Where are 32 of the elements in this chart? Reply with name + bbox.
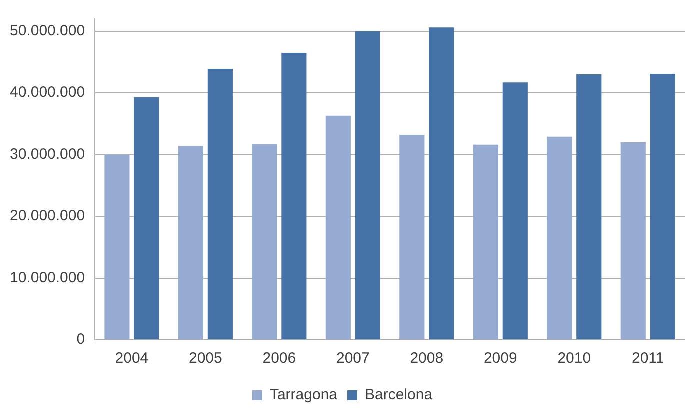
bar xyxy=(473,144,498,340)
y-tick-label: 40.000.000 xyxy=(10,84,86,102)
bar xyxy=(620,142,646,340)
bar xyxy=(355,31,380,340)
x-tick-label: 2007 xyxy=(336,350,370,368)
x-tick-label: 2010 xyxy=(558,350,592,368)
bar xyxy=(400,135,425,340)
legend-label: Barcelona xyxy=(365,386,434,404)
bar xyxy=(429,28,454,340)
x-tick-label: 2004 xyxy=(115,350,149,368)
x-tick-label: 2008 xyxy=(410,350,444,368)
x-tick-label: 2006 xyxy=(262,350,296,368)
bar xyxy=(252,144,278,340)
bar xyxy=(178,146,204,340)
y-tick-label: 50.000.000 xyxy=(10,22,86,40)
y-tick-label: 30.000.000 xyxy=(10,146,86,163)
bar xyxy=(208,69,233,340)
bar xyxy=(650,74,676,340)
bar xyxy=(502,82,528,340)
legend-label: Tarragona xyxy=(270,386,338,404)
bar xyxy=(547,136,572,340)
y-tick-label: 10.000.000 xyxy=(10,269,86,286)
bar xyxy=(134,97,160,340)
bar xyxy=(576,74,602,340)
bar xyxy=(326,116,351,340)
y-tick-label: 20.000.000 xyxy=(10,208,86,225)
x-tick-label: 2011 xyxy=(632,350,664,368)
x-tick-label: 2009 xyxy=(484,350,518,368)
bar xyxy=(104,154,130,340)
x-tick-label: 2005 xyxy=(188,350,222,368)
bar xyxy=(282,52,307,340)
y-tick-label: 0 xyxy=(76,331,86,348)
